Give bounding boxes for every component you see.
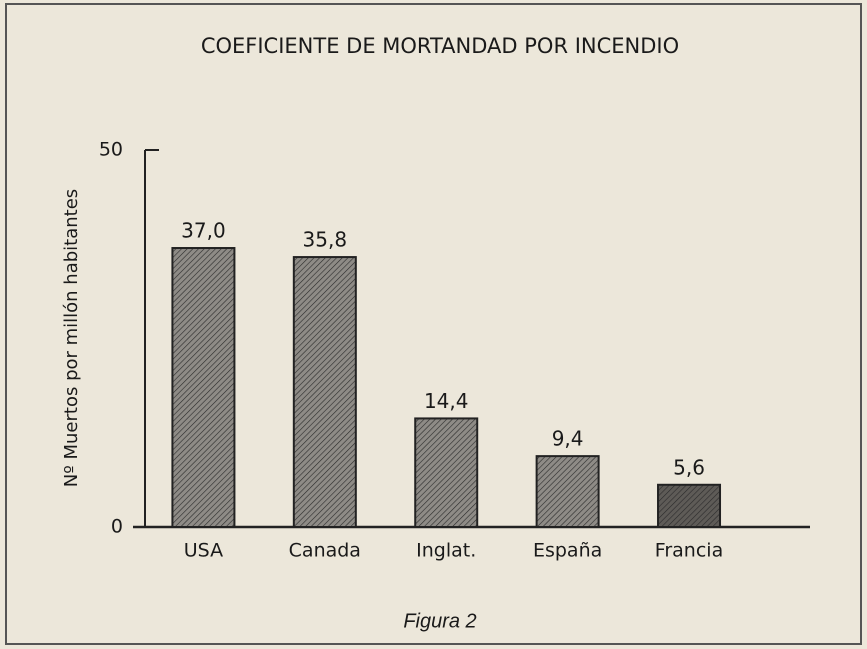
x-tick-label: España	[533, 540, 602, 562]
x-tick-label: Inglat.	[416, 540, 476, 562]
x-tick-label: Canada	[289, 540, 361, 562]
value-label: 9,4	[552, 427, 584, 451]
caption: Figura 2	[403, 610, 476, 632]
y-tick-label: 0	[111, 516, 123, 538]
value-label: 14,4	[424, 389, 469, 413]
y-axis-label: Nº Muertos por millón habitantes	[61, 189, 82, 487]
bar	[414, 417, 479, 529]
y-tick-label: 50	[99, 139, 123, 161]
chart-title: COEFICIENTE DE MORTANDAD POR INCENDIO	[201, 34, 679, 58]
x-tick-label: USA	[184, 540, 223, 562]
value-label: 37,0	[181, 219, 226, 243]
value-label: 35,8	[303, 228, 348, 252]
x-tick-label: Francia	[655, 540, 723, 562]
bar	[171, 247, 236, 529]
bar	[535, 455, 600, 528]
frame	[5, 3, 862, 645]
bar	[657, 483, 722, 528]
bar	[292, 256, 357, 528]
value-label: 5,6	[673, 455, 705, 479]
